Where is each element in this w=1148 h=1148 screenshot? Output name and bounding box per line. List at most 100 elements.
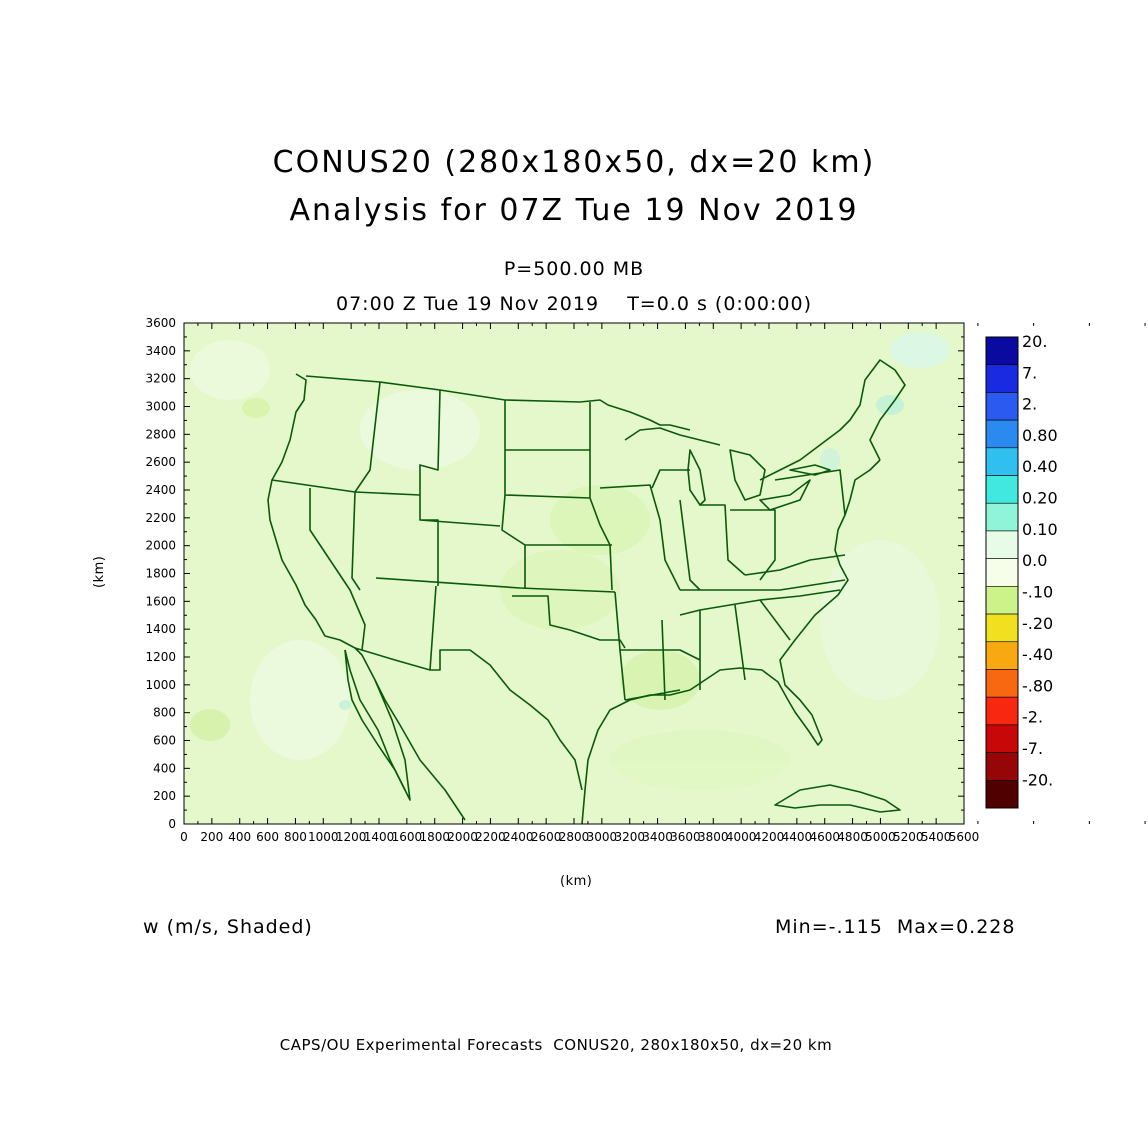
x-tick-label: 4000: [726, 830, 757, 844]
colorbar-label: 0.10: [1022, 520, 1058, 539]
x-tick-label: 4600: [809, 830, 840, 844]
y-axis-label: (km): [92, 555, 107, 588]
y-tick-label: 2400: [145, 483, 176, 497]
y-tick-label: 600: [153, 734, 176, 748]
x-tick-label: 200: [200, 830, 223, 844]
x-tick-label: 800: [284, 830, 307, 844]
x-axis-label: (km): [560, 874, 593, 889]
x-axis-ticks: 0 200 400 600 800 100012001400160018002000220…: [180, 323, 1146, 844]
colorbar-swatch: [985, 779, 1019, 809]
x-tick-label: 2200: [475, 830, 506, 844]
title-line-1: CONUS20 (280x180x50, dx=20 km): [272, 145, 876, 180]
x-tick-label: 5400: [921, 830, 952, 844]
cuba: [774, 784, 901, 813]
colorbar: 20. 7. 2. 0.80 0.40 0.20 0.10 0.0 -.10 -.20 -.40 -.…: [985, 332, 1058, 809]
colorbar-swatch: [985, 530, 1019, 559]
y-tick-label: 1000: [145, 678, 176, 692]
colorbar-swatch: [985, 447, 1019, 476]
y-tick-label: 2600: [145, 455, 176, 469]
x-tick-label: 2800: [559, 830, 590, 844]
x-tick-label: 1600: [392, 830, 423, 844]
x-tick-label: 4200: [754, 830, 785, 844]
title-line-2: Analysis for 07Z Tue 19 Nov 2019: [289, 193, 859, 228]
colorbar-label: 20.: [1022, 332, 1047, 351]
x-tick-label: 1200: [336, 830, 367, 844]
colorbar-label: -.20: [1022, 614, 1053, 633]
state-lines: [271, 381, 846, 701]
y-tick-label: 3200: [145, 372, 176, 386]
colorbar-label: 0.0: [1022, 551, 1047, 570]
x-tick-label: 1400: [364, 830, 395, 844]
colorbar-swatch: [985, 475, 1019, 504]
colorbar-label: -.10: [1022, 583, 1053, 602]
valid-time: 07:00 Z Tue 19 Nov 2019 T=0.0 s (0:00:00…: [336, 293, 812, 315]
colorbar-swatch: [985, 336, 1019, 366]
baja-california: [344, 649, 466, 821]
shading-patches: [190, 332, 950, 790]
colorbar-swatch: [985, 558, 1019, 587]
x-tick-label: 600: [256, 830, 279, 844]
x-tick-label: 1800: [419, 830, 450, 844]
colorbar-swatch: [985, 586, 1019, 615]
colorbar-swatch: [985, 364, 1019, 393]
y-tick-label: 200: [153, 789, 176, 803]
y-tick-label: 1800: [145, 567, 176, 581]
colorbar-border: [985, 336, 1019, 809]
pressure-level: P=500.00 MB: [503, 258, 645, 280]
x-tick-label: 3400: [642, 830, 673, 844]
colorbar-label: 0.40: [1022, 457, 1058, 476]
y-tick-label: 3400: [145, 344, 176, 358]
colorbar-label: 0.80: [1022, 426, 1058, 445]
colorbar-label: 7.: [1022, 363, 1037, 382]
x-tick-label: 2400: [503, 830, 534, 844]
colorbar-swatch: [985, 752, 1019, 781]
colorbar-label: -.40: [1022, 645, 1053, 664]
colorbar-swatch: [985, 502, 1019, 532]
x-tick-label: 4800: [837, 830, 868, 844]
x-tick-label: 3600: [670, 830, 701, 844]
colorbar-label: 2.: [1022, 395, 1037, 414]
x-tick-label: 3200: [614, 830, 645, 844]
y-tick-label: 800: [153, 706, 176, 720]
y-tick-label: 1400: [145, 622, 176, 636]
colorbar-swatch: [985, 669, 1019, 698]
x-tick-label: 5600: [949, 830, 980, 844]
colorbar-label: -2.: [1022, 708, 1043, 727]
colorbar-swatch: [985, 392, 1019, 421]
colorbar-swatch: [985, 641, 1019, 670]
variable-label: w (m/s, Shaded): [143, 916, 313, 938]
y-tick-label: 2000: [145, 539, 176, 553]
colorbar-swatch: [985, 696, 1019, 726]
colorbar-label: 0.20: [1022, 489, 1058, 508]
y-tick-label: 3000: [145, 400, 176, 414]
x-tick-label: 0: [180, 830, 188, 844]
x-tick-label: 3800: [698, 830, 729, 844]
x-tick-label: 2600: [531, 830, 562, 844]
x-tick-label: 5000: [865, 830, 896, 844]
colorbar-label: -20.: [1022, 770, 1053, 789]
colorbar-label: -.80: [1022, 676, 1053, 695]
border-canada: [305, 375, 691, 431]
y-tick-label: 3600: [145, 316, 176, 330]
border-northeast: [759, 359, 906, 481]
colorbar-swatch: [985, 613, 1019, 643]
x-tick-label: 400: [228, 830, 251, 844]
colorbar-label: -7.: [1022, 739, 1043, 758]
y-axis-ticks: 0 200 400 600 800 1000 1200 1400 1600 1800 2000 220…: [145, 316, 964, 831]
y-tick-label: 1600: [145, 594, 176, 608]
x-tick-label: 2000: [447, 830, 478, 844]
colorbar-swatch: [985, 724, 1019, 753]
footer-credit: CAPS/OU Experimental Forecasts CONUS20, …: [279, 1036, 833, 1054]
y-tick-label: 0: [168, 817, 176, 831]
x-tick-label: 1000: [308, 830, 339, 844]
y-tick-label: 400: [153, 761, 176, 775]
colorbar-swatch: [985, 419, 1019, 449]
y-tick-label: 2800: [145, 427, 176, 441]
state-boundaries: [267, 359, 906, 825]
y-tick-label: 2200: [145, 511, 176, 525]
min-max-label: Min=-.115 Max=0.228: [775, 916, 1016, 938]
x-tick-label: 4400: [782, 830, 813, 844]
x-tick-label: 3000: [587, 830, 618, 844]
x-tick-label: 5200: [893, 830, 924, 844]
